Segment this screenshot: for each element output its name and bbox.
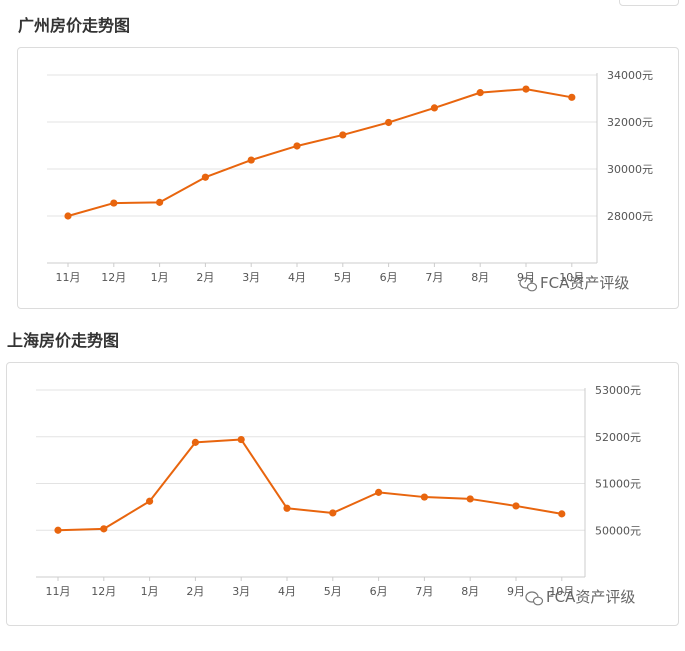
x-tick-label: 12月: [101, 271, 126, 284]
chart-title-shanghai: 上海房价走势图: [7, 331, 120, 350]
x-tick-label: 8月: [461, 585, 479, 598]
data-point: [54, 526, 62, 534]
y-tick-label: 32000元: [607, 116, 653, 129]
data-point: [339, 131, 347, 139]
y-tick-label: 52000元: [595, 431, 641, 444]
x-tick-label: 10月: [549, 585, 574, 598]
x-tick-label: 8月: [471, 271, 489, 284]
x-tick-label: 1月: [151, 271, 169, 284]
y-tick-label: 28000元: [607, 210, 653, 223]
x-tick-label: 6月: [370, 585, 388, 598]
watermark-text: FCA资产评级: [546, 588, 635, 606]
chart-panel-shanghai: [6, 362, 679, 626]
x-tick-label: 5月: [334, 271, 352, 284]
data-point: [237, 435, 245, 444]
data-point: [110, 199, 118, 207]
x-tick-label: 5月: [324, 585, 342, 598]
data-point: [64, 212, 72, 220]
y-tick-label: 51000元: [595, 478, 641, 491]
data-point: [375, 488, 383, 496]
data-point: [329, 509, 337, 517]
chart-title-guangzhou: 广州房价走势图: [18, 16, 131, 35]
data-point: [146, 497, 154, 505]
x-tick-label: 7月: [415, 585, 433, 598]
x-tick-label: 9月: [507, 585, 525, 598]
x-tick-label: 11月: [46, 585, 71, 598]
x-tick-label: 6月: [380, 271, 398, 284]
data-point: [420, 493, 428, 501]
data-point: [568, 93, 576, 101]
x-tick-label: 2月: [186, 585, 204, 598]
wechat-icon: [525, 591, 544, 606]
x-tick-label: 2月: [196, 271, 214, 284]
watermark-text: FCA资产评级: [540, 274, 629, 292]
y-tick-label: 53000元: [595, 384, 641, 397]
data-point: [293, 142, 301, 150]
x-tick-label: 3月: [242, 271, 260, 284]
wechat-icon: [519, 277, 538, 292]
data-point: [522, 85, 530, 93]
y-tick-label: 34000元: [607, 69, 653, 82]
series-line: [67, 88, 572, 217]
y-tick-label: 30000元: [607, 163, 653, 176]
x-tick-label: 11月: [56, 271, 81, 284]
x-tick-label: 4月: [288, 271, 306, 284]
x-tick-label: 4月: [278, 585, 296, 598]
data-point: [156, 198, 164, 206]
data-point: [201, 173, 209, 181]
data-point: [100, 525, 108, 533]
data-point: [247, 156, 255, 164]
data-point: [191, 438, 199, 446]
wechat-icon-bubble-small: [532, 596, 544, 606]
data-point: [466, 495, 474, 503]
series-line: [57, 438, 562, 532]
data-point: [283, 504, 291, 512]
data-point: [476, 89, 484, 97]
x-tick-label: 3月: [232, 585, 250, 598]
top-tab: [619, 0, 679, 6]
wechat-icon-bubble-small: [526, 282, 538, 292]
data-point: [430, 104, 438, 112]
chart-panel-guangzhou: [17, 47, 679, 309]
data-point: [385, 118, 393, 127]
x-tick-label: 1月: [141, 585, 159, 598]
x-tick-label: 12月: [91, 585, 116, 598]
data-point: [558, 510, 566, 518]
data-point: [512, 502, 520, 510]
x-tick-label: 10月: [559, 271, 584, 284]
y-tick-label: 50000元: [595, 524, 641, 537]
x-tick-label: 7月: [425, 271, 443, 284]
